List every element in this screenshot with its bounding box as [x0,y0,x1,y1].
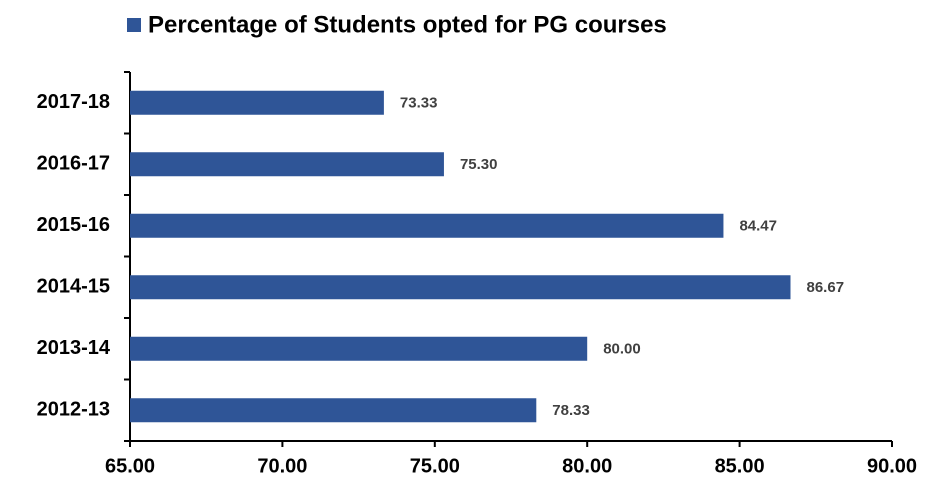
bar [130,213,724,238]
bar [130,398,537,423]
bar [130,90,384,115]
value-label: 84.47 [739,218,777,235]
x-tick-label: 90.00 [867,455,917,477]
bar [130,152,444,177]
y-tick-label: 2012-13 [37,399,110,421]
value-label: 80.00 [603,341,641,358]
value-label: 78.33 [552,402,590,419]
bar [130,336,588,361]
bar [130,275,791,300]
x-tick-label: 85.00 [715,455,765,477]
x-tick-label: 75.00 [410,455,460,477]
y-tick-label: 2017-18 [37,91,110,113]
y-tick-label: 2014-15 [37,276,110,298]
x-tick-label: 65.00 [105,455,155,477]
y-tick-label: 2013-14 [37,337,111,359]
legend-swatch [127,18,141,32]
x-tick-label: 80.00 [562,455,612,477]
y-tick-label: 2016-17 [37,153,110,175]
value-label: 75.30 [460,156,498,173]
value-label: 86.67 [807,279,845,296]
value-label: 73.33 [400,95,438,112]
x-tick-label: 70.00 [257,455,307,477]
y-tick-label: 2015-16 [37,214,110,236]
legend-label: Percentage of Students opted for PG cour… [148,11,667,38]
